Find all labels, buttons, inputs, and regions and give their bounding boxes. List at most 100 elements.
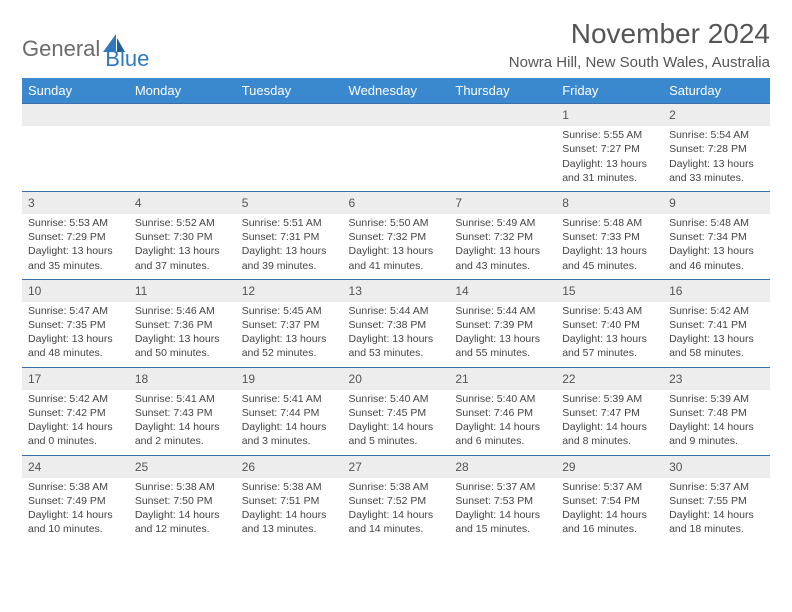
day-number-cell: 11 (129, 279, 236, 302)
sunset-text: Sunset: 7:40 PM (562, 318, 657, 332)
day-details-cell: Sunrise: 5:38 AMSunset: 7:52 PMDaylight:… (343, 478, 450, 543)
day-number-cell: 8 (556, 191, 663, 214)
sunset-text: Sunset: 7:32 PM (455, 230, 550, 244)
weekday-header: Wednesday (343, 78, 450, 104)
sunrise-text: Sunrise: 5:38 AM (28, 480, 123, 494)
daylight-line2: and 39 minutes. (242, 259, 337, 273)
daylight-line2: and 15 minutes. (455, 522, 550, 536)
day-number-cell: 27 (343, 455, 450, 478)
calendar-table: Sunday Monday Tuesday Wednesday Thursday… (22, 78, 770, 542)
daylight-line1: Daylight: 14 hours (135, 508, 230, 522)
day-details-cell: Sunrise: 5:54 AMSunset: 7:28 PMDaylight:… (663, 126, 770, 191)
daylight-line2: and 52 minutes. (242, 346, 337, 360)
brand-text-general: General (22, 36, 100, 62)
title-block: November 2024 Nowra Hill, New South Wale… (509, 18, 770, 71)
sunset-text: Sunset: 7:41 PM (669, 318, 764, 332)
day-details-cell: Sunrise: 5:50 AMSunset: 7:32 PMDaylight:… (343, 214, 450, 279)
day-details-cell: Sunrise: 5:45 AMSunset: 7:37 PMDaylight:… (236, 302, 343, 367)
day-number-cell: 2 (663, 104, 770, 127)
sunrise-text: Sunrise: 5:38 AM (349, 480, 444, 494)
sunrise-text: Sunrise: 5:55 AM (562, 128, 657, 142)
daylight-line1: Daylight: 13 hours (669, 244, 764, 258)
sunset-text: Sunset: 7:31 PM (242, 230, 337, 244)
sunrise-text: Sunrise: 5:53 AM (28, 216, 123, 230)
sunset-text: Sunset: 7:53 PM (455, 494, 550, 508)
day-number-cell: 19 (236, 367, 343, 390)
sunrise-text: Sunrise: 5:48 AM (562, 216, 657, 230)
calendar-body: 12Sunrise: 5:55 AMSunset: 7:27 PMDayligh… (22, 104, 770, 543)
daylight-line2: and 16 minutes. (562, 522, 657, 536)
header: General Blue November 2024 Nowra Hill, N… (22, 18, 770, 72)
page-title: November 2024 (509, 18, 770, 50)
sunset-text: Sunset: 7:33 PM (562, 230, 657, 244)
weekday-header: Thursday (449, 78, 556, 104)
daylight-line2: and 5 minutes. (349, 434, 444, 448)
sunset-text: Sunset: 7:48 PM (669, 406, 764, 420)
day-details-cell: Sunrise: 5:38 AMSunset: 7:49 PMDaylight:… (22, 478, 129, 543)
daylight-line1: Daylight: 13 hours (455, 332, 550, 346)
sunset-text: Sunset: 7:54 PM (562, 494, 657, 508)
daylight-line1: Daylight: 14 hours (562, 420, 657, 434)
sunrise-text: Sunrise: 5:39 AM (669, 392, 764, 406)
sunrise-text: Sunrise: 5:50 AM (349, 216, 444, 230)
sunset-text: Sunset: 7:34 PM (669, 230, 764, 244)
day-number-cell: 14 (449, 279, 556, 302)
day-details-cell: Sunrise: 5:37 AMSunset: 7:53 PMDaylight:… (449, 478, 556, 543)
day-number-row: 12 (22, 104, 770, 127)
day-details-cell (129, 126, 236, 191)
day-details-cell (343, 126, 450, 191)
day-number-cell: 15 (556, 279, 663, 302)
day-number-cell: 3 (22, 191, 129, 214)
day-details-cell: Sunrise: 5:38 AMSunset: 7:51 PMDaylight:… (236, 478, 343, 543)
sunrise-text: Sunrise: 5:40 AM (455, 392, 550, 406)
daylight-line2: and 35 minutes. (28, 259, 123, 273)
day-number-cell: 6 (343, 191, 450, 214)
daylight-line1: Daylight: 13 hours (242, 244, 337, 258)
daylight-line2: and 14 minutes. (349, 522, 444, 536)
day-number-cell: 20 (343, 367, 450, 390)
day-details-cell (236, 126, 343, 191)
daylight-line2: and 55 minutes. (455, 346, 550, 360)
day-number-cell: 28 (449, 455, 556, 478)
daylight-line1: Daylight: 14 hours (669, 420, 764, 434)
day-number-cell (449, 104, 556, 127)
daylight-line1: Daylight: 14 hours (562, 508, 657, 522)
day-number-cell: 29 (556, 455, 663, 478)
weekday-header: Tuesday (236, 78, 343, 104)
sunset-text: Sunset: 7:27 PM (562, 142, 657, 156)
daylight-line1: Daylight: 13 hours (135, 244, 230, 258)
sunrise-text: Sunrise: 5:41 AM (135, 392, 230, 406)
day-details-row: Sunrise: 5:55 AMSunset: 7:27 PMDaylight:… (22, 126, 770, 191)
daylight-line1: Daylight: 14 hours (28, 508, 123, 522)
daylight-line1: Daylight: 14 hours (455, 508, 550, 522)
sunrise-text: Sunrise: 5:38 AM (242, 480, 337, 494)
daylight-line2: and 58 minutes. (669, 346, 764, 360)
daylight-line2: and 13 minutes. (242, 522, 337, 536)
day-details-cell: Sunrise: 5:41 AMSunset: 7:43 PMDaylight:… (129, 390, 236, 455)
day-details-cell: Sunrise: 5:37 AMSunset: 7:54 PMDaylight:… (556, 478, 663, 543)
day-number-cell: 22 (556, 367, 663, 390)
daylight-line2: and 43 minutes. (455, 259, 550, 273)
day-details-cell: Sunrise: 5:40 AMSunset: 7:45 PMDaylight:… (343, 390, 450, 455)
day-number-row: 10111213141516 (22, 279, 770, 302)
sunset-text: Sunset: 7:28 PM (669, 142, 764, 156)
daylight-line2: and 9 minutes. (669, 434, 764, 448)
day-details-cell: Sunrise: 5:46 AMSunset: 7:36 PMDaylight:… (129, 302, 236, 367)
daylight-line1: Daylight: 13 hours (562, 157, 657, 171)
sunset-text: Sunset: 7:29 PM (28, 230, 123, 244)
day-details-cell: Sunrise: 5:44 AMSunset: 7:39 PMDaylight:… (449, 302, 556, 367)
day-number-row: 3456789 (22, 191, 770, 214)
day-details-row: Sunrise: 5:47 AMSunset: 7:35 PMDaylight:… (22, 302, 770, 367)
day-number-cell (343, 104, 450, 127)
sunset-text: Sunset: 7:42 PM (28, 406, 123, 420)
day-number-cell (236, 104, 343, 127)
daylight-line2: and 37 minutes. (135, 259, 230, 273)
day-details-cell: Sunrise: 5:48 AMSunset: 7:33 PMDaylight:… (556, 214, 663, 279)
day-details-row: Sunrise: 5:42 AMSunset: 7:42 PMDaylight:… (22, 390, 770, 455)
daylight-line1: Daylight: 14 hours (242, 508, 337, 522)
sunrise-text: Sunrise: 5:43 AM (562, 304, 657, 318)
day-number-cell (22, 104, 129, 127)
sunset-text: Sunset: 7:39 PM (455, 318, 550, 332)
day-details-cell: Sunrise: 5:47 AMSunset: 7:35 PMDaylight:… (22, 302, 129, 367)
calendar-page: General Blue November 2024 Nowra Hill, N… (0, 0, 792, 552)
